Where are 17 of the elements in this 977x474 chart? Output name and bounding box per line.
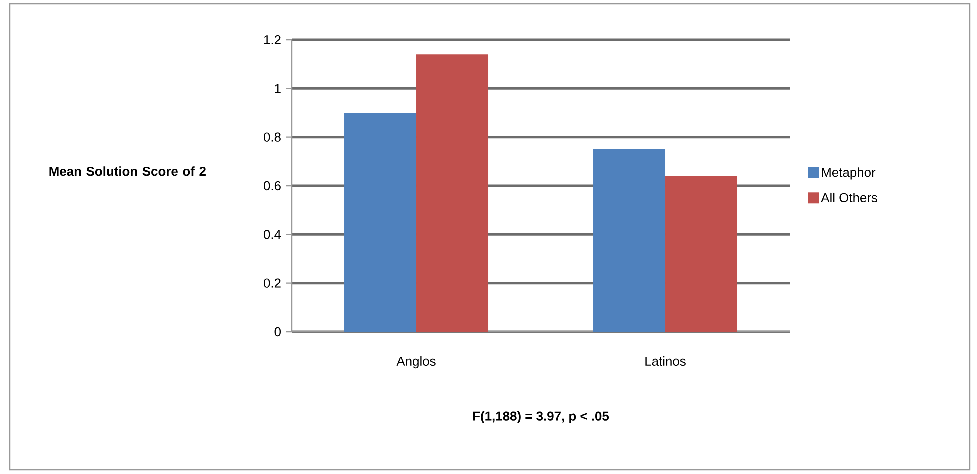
y-tick-label: 0.4 bbox=[264, 230, 282, 240]
legend-label: All Others bbox=[821, 192, 878, 202]
y-tick-label: 1.2 bbox=[264, 35, 281, 45]
bar bbox=[344, 112, 417, 332]
x-axis-title: F(1,188) = 3.97, p < .05 bbox=[473, 411, 610, 424]
bar bbox=[666, 176, 738, 332]
y-axis-title: Mean Solution Score of 2 bbox=[50, 166, 206, 176]
bar bbox=[594, 149, 666, 332]
x-tick-label: Anglos bbox=[396, 356, 436, 369]
y-tick-label: 0 bbox=[274, 327, 281, 337]
y-tick-label: 1 bbox=[275, 84, 281, 94]
y-tick-label: 0.8 bbox=[264, 132, 281, 142]
legend-label: Metaphor bbox=[822, 168, 876, 180]
x-tick-label: Latinos bbox=[646, 356, 686, 366]
bar bbox=[416, 54, 489, 332]
y-tick-label: 0.6 bbox=[264, 181, 281, 191]
y-tick-label: 0.2 bbox=[264, 278, 281, 288]
